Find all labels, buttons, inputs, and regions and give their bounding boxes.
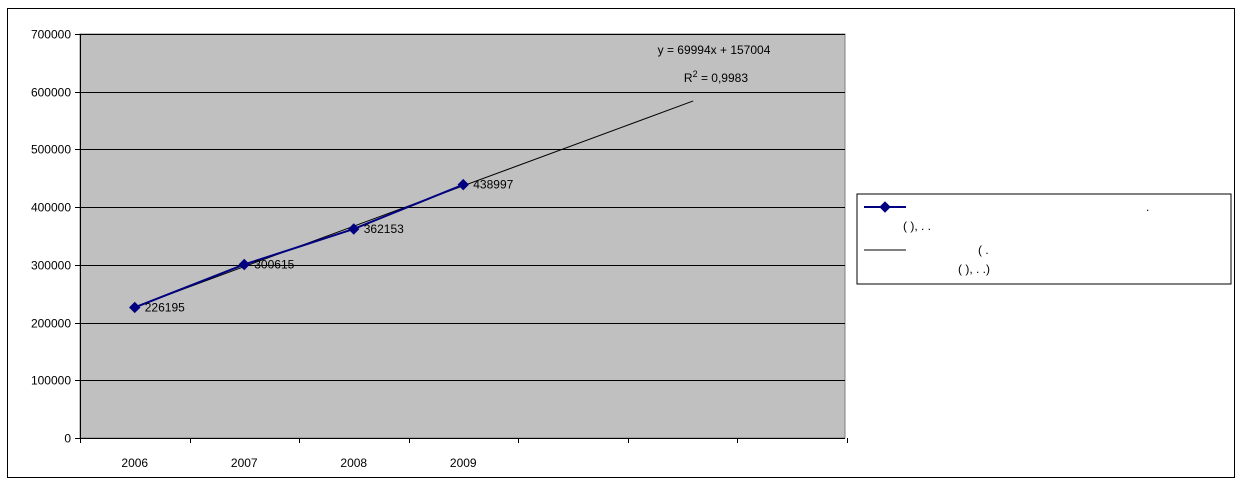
trendline-group: y = 69994x + 157004 R2 = 0,9983 — [134, 43, 771, 308]
trendline-equation: y = 69994x + 157004 — [658, 43, 771, 57]
data-point-marker — [129, 301, 141, 314]
data-label: 362153 — [364, 222, 404, 236]
y-tick-label: 300000 — [31, 259, 71, 273]
axes — [75, 34, 848, 443]
legend-box — [856, 193, 1232, 285]
gridlines — [80, 34, 845, 381]
data-point-marker — [348, 223, 360, 235]
series-line — [134, 183, 464, 309]
data-label: 300615 — [254, 258, 294, 272]
data-label: 226195 — [145, 300, 185, 314]
trendline-r2: R2 = 0,9983 — [684, 69, 748, 85]
y-tick-label: 200000 — [31, 317, 71, 331]
x-tick-label: 2007 — [231, 456, 258, 470]
x-tick-label: 2009 — [450, 456, 477, 470]
x-tick-label: 2008 — [340, 456, 367, 470]
plot-area — [79, 33, 846, 439]
legend-entry-1-line-1: . — [1146, 200, 1149, 214]
y-tick-label: 500000 — [31, 143, 71, 157]
legend-entry-2-line-1: ( . — [978, 243, 989, 257]
data-label: 438997 — [473, 178, 513, 192]
x-tick-label: 2006 — [121, 456, 148, 470]
y-axis-tick-labels: 0 100000 200000 300000 400000 500000 600000 700… — [31, 28, 71, 446]
y-tick-label: 700000 — [31, 28, 71, 42]
y-tick-label: 400000 — [31, 201, 71, 215]
y-tick-label: 100000 — [31, 374, 71, 388]
series-group: 226195 300615 362153 438997 — [129, 178, 514, 314]
x-axis-tick-labels: 2006 2007 2008 2009 — [121, 456, 477, 470]
legend-entry-2-line-2: ( ), . .) — [958, 262, 990, 276]
data-point-marker — [457, 178, 469, 191]
y-tick-label: 600000 — [31, 86, 71, 100]
data-point-marker — [238, 258, 250, 271]
legend-series-marker — [879, 201, 891, 213]
legend: . ( ), . . ( . ( ), . .) — [856, 193, 1232, 285]
legend-entry-1-line-2: ( ), . . — [903, 219, 931, 233]
y-tick-label: 0 — [64, 432, 71, 446]
